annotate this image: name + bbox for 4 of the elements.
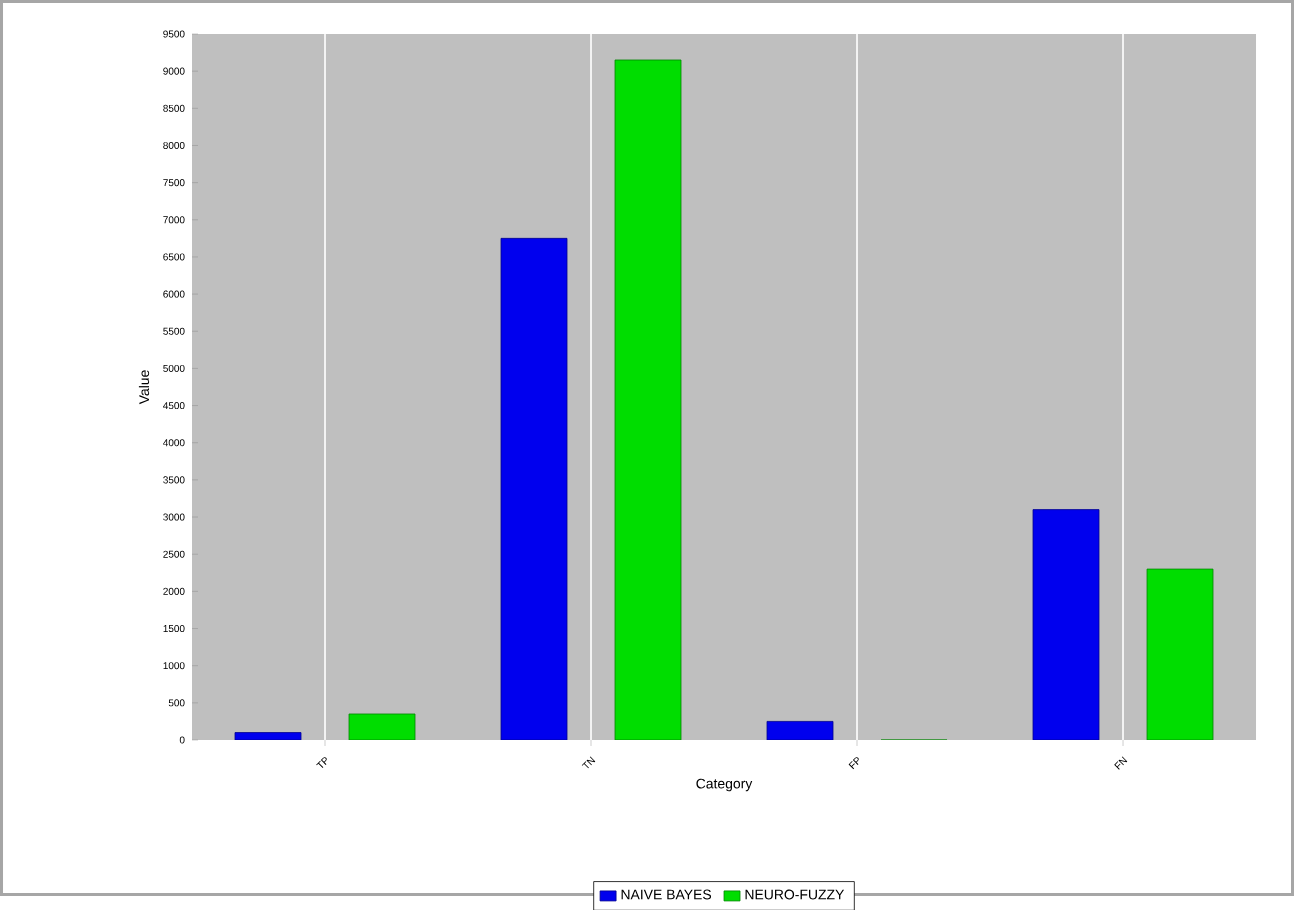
bar [500,237,568,740]
bar [1032,508,1100,740]
bar [1146,568,1214,740]
bar [614,59,682,740]
